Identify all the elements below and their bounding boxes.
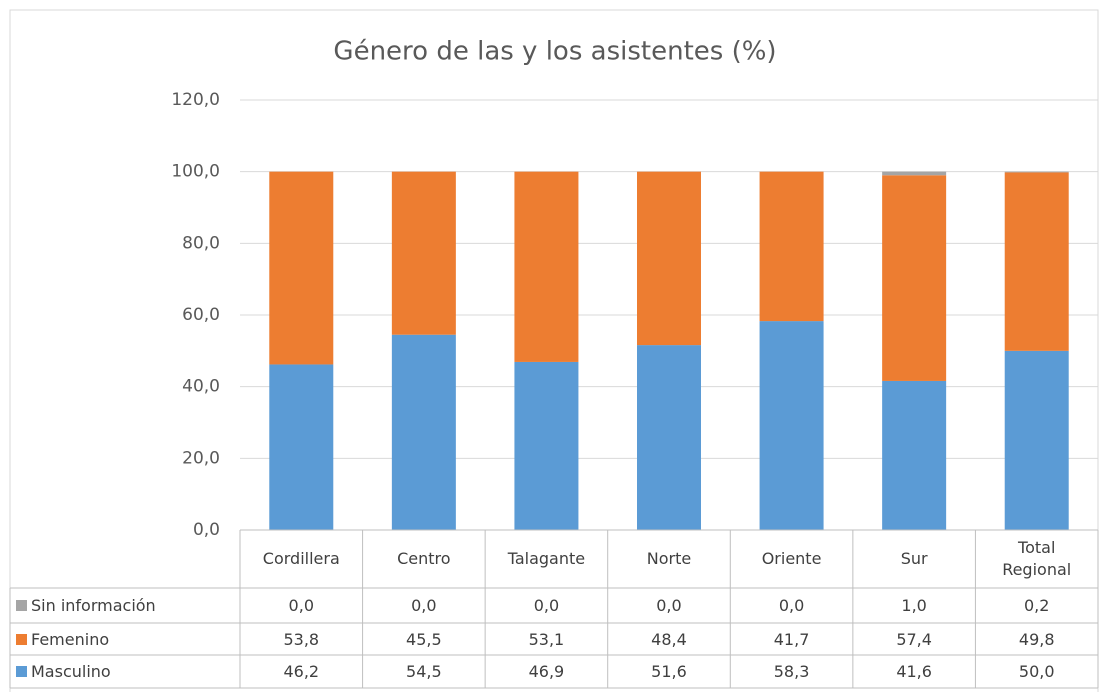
- table-value: 54,5: [406, 662, 442, 681]
- bar-segment: [1004, 172, 1069, 351]
- bar-segment: [391, 171, 456, 335]
- category-text: Total Regional: [1002, 538, 1072, 579]
- legend-swatch: [16, 633, 27, 645]
- chart-title: Género de las y los asistentes (%): [333, 37, 776, 67]
- legend-entry: Femenino: [10, 623, 240, 655]
- bar-segment: [882, 175, 947, 381]
- legend-swatch: [16, 600, 27, 611]
- table-value: 53,8: [283, 629, 320, 649]
- category-label: Talagante: [485, 530, 608, 588]
- y-tick-label: 120,0: [171, 90, 220, 110]
- category-text: Centro: [397, 549, 451, 568]
- table-value: 0,0: [411, 596, 437, 615]
- y-tick-label: 80,0: [182, 233, 220, 253]
- table-value: 0,0: [656, 596, 682, 615]
- table-value: 58,3: [773, 662, 810, 681]
- bar-segment: [269, 364, 334, 530]
- bar-segment: [269, 171, 334, 365]
- table-value: 45,5: [406, 629, 442, 649]
- category-label: Oriente: [730, 530, 853, 588]
- table-value: 1,0: [901, 596, 927, 615]
- table-value: 50,0: [1018, 662, 1055, 681]
- table-value: 46,2: [283, 662, 320, 681]
- legend-entry: Sin información: [10, 588, 240, 623]
- y-tick-label: 60,0: [182, 305, 220, 325]
- category-text: Talagante: [507, 549, 586, 568]
- table-value: 0,0: [288, 596, 314, 615]
- y-tick-label: 40,0: [182, 377, 220, 397]
- legend-label: Sin información: [31, 596, 156, 615]
- category-text: Oriente: [761, 549, 822, 568]
- bar-segment: [514, 171, 579, 362]
- category-text: Cordillera: [262, 549, 340, 568]
- table-value: 0,0: [778, 596, 805, 615]
- bar-segment: [1004, 171, 1069, 173]
- legend-entry: Masculino: [10, 655, 240, 688]
- bar-segment: [1004, 350, 1069, 530]
- category-label: Sur: [853, 530, 976, 588]
- table-value: 57,4: [896, 629, 932, 649]
- legend-label: Masculino: [31, 662, 111, 681]
- table-value: 51,6: [651, 662, 687, 681]
- table-value: 49,8: [1018, 629, 1055, 649]
- y-tick-label: 100,0: [171, 162, 220, 182]
- bar-segment: [759, 171, 824, 322]
- category-text: Norte: [646, 549, 692, 568]
- y-tick-label: 20,0: [182, 448, 220, 468]
- bar-segment: [514, 361, 579, 530]
- category-label: Norte: [608, 530, 731, 588]
- bar-segment: [882, 380, 947, 530]
- table-value: 41,6: [896, 662, 932, 681]
- category-label: Cordillera: [240, 530, 363, 588]
- table-value: 0,0: [533, 596, 560, 615]
- chart-border: [9, 9, 1099, 692]
- table-value: 48,4: [651, 629, 687, 649]
- table-value: 0,2: [1023, 596, 1050, 615]
- table-value: 41,7: [773, 629, 810, 649]
- bar-segment: [759, 321, 824, 530]
- bar-segment: [391, 334, 456, 530]
- table-value: 53,1: [528, 629, 565, 649]
- bar-segment: [882, 171, 947, 176]
- table-value: 46,9: [528, 662, 565, 681]
- bar-segment: [637, 171, 701, 346]
- y-tick-label: 0,0: [193, 520, 220, 540]
- category-text: Sur: [900, 549, 928, 568]
- legend-label: Femenino: [31, 629, 110, 649]
- legend-swatch: [16, 666, 27, 677]
- category-label: Total Regional: [975, 530, 1098, 588]
- bar-segment: [637, 345, 701, 530]
- category-label: Centro: [363, 530, 486, 588]
